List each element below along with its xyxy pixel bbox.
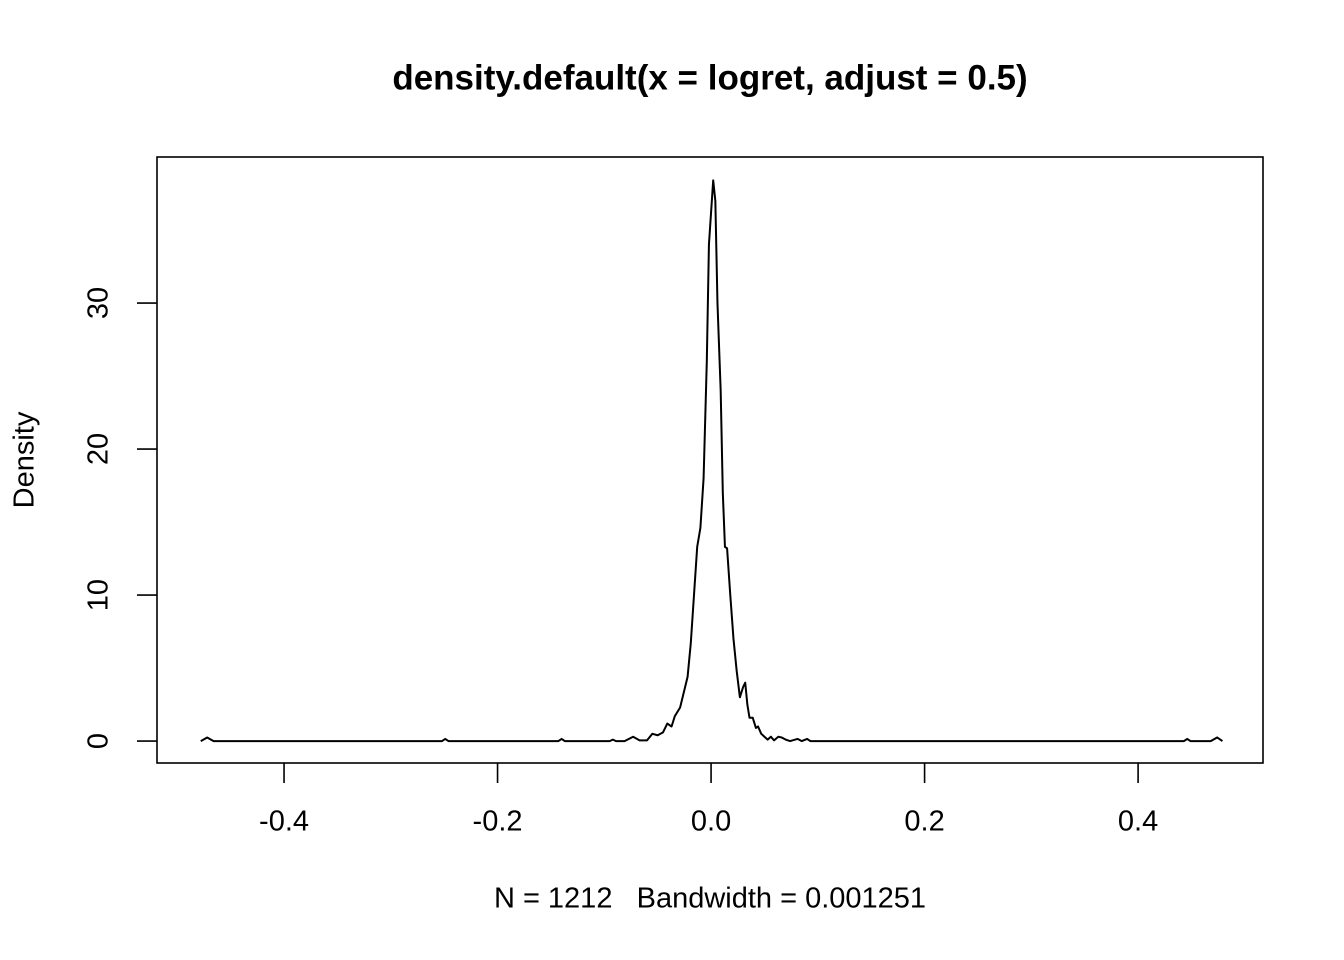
y-tick-label: 20 — [83, 433, 115, 465]
x-tick-label: -0.2 — [473, 806, 523, 838]
y-tick-label: 10 — [83, 579, 115, 611]
chart-title: density.default(x = logret, adjust = 0.5… — [392, 58, 1027, 97]
x-tick-label: 0.2 — [904, 806, 944, 838]
x-axis-label: N = 1212 Bandwidth = 0.001251 — [494, 883, 926, 915]
y-axis-label: Density — [9, 411, 41, 508]
x-tick-label: 0.0 — [691, 806, 731, 838]
density-line — [200, 179, 1223, 743]
y-tick-label: 0 — [83, 733, 115, 749]
y-tick-label: 30 — [83, 287, 115, 319]
x-tick-label: -0.4 — [259, 806, 309, 838]
plot-frame — [156, 156, 1264, 764]
x-tick-label: 0.4 — [1118, 806, 1158, 838]
